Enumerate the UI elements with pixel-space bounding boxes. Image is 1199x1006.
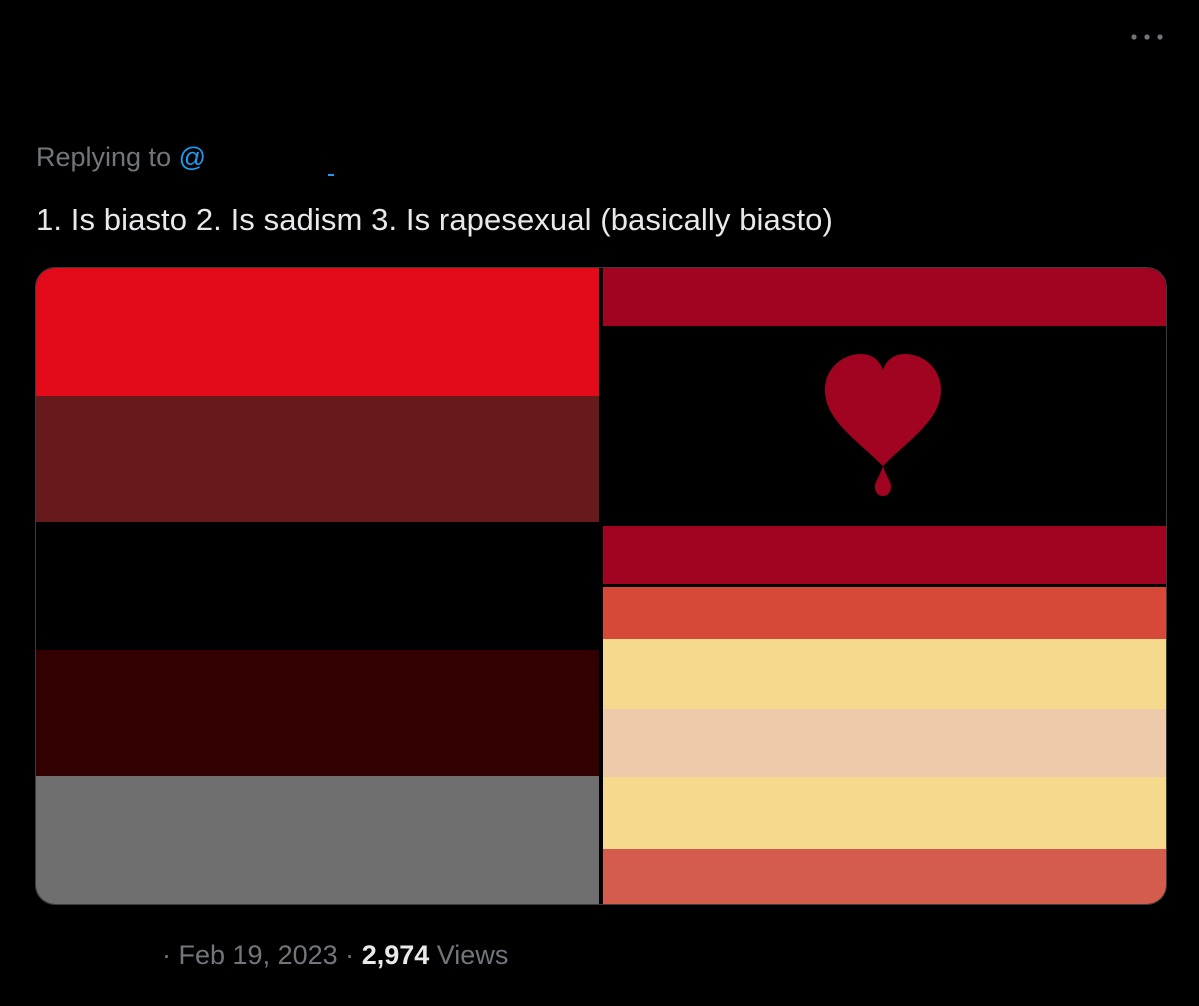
dot-separator: ·	[345, 940, 355, 970]
tweet-text: 1. Is biasto 2. Is sadism 3. Is rapesexu…	[36, 202, 833, 237]
views-label: Views	[436, 940, 509, 970]
flag-stripe	[603, 709, 1166, 777]
flag-stripe	[603, 639, 1166, 709]
tweet-meta: · Feb 19, 2023 · 2,974 Views	[162, 940, 508, 971]
more-horizontal-icon	[1131, 34, 1163, 40]
mention-link[interactable]: @	[178, 142, 207, 172]
flag-stripe	[36, 396, 599, 522]
tweet-date[interactable]: Feb 19, 2023	[178, 940, 338, 970]
views-count[interactable]: 2,974	[361, 940, 430, 970]
left-flag-image[interactable]	[36, 268, 599, 904]
flag-stripe	[603, 526, 1166, 584]
media-grid	[35, 267, 1167, 905]
replying-to-label: Replying to	[36, 142, 172, 172]
flag-stripe	[36, 522, 599, 650]
striped-flag-image[interactable]	[603, 587, 1166, 904]
flag-stripe	[603, 268, 1166, 326]
more-options-button[interactable]	[1127, 22, 1167, 52]
flag-stripe	[36, 776, 599, 904]
replying-to: Replying to @	[36, 142, 206, 173]
dot-separator: ·	[162, 940, 171, 970]
flag-stripe	[603, 587, 1166, 639]
blood-heart-flag-image[interactable]	[603, 268, 1166, 584]
mention-fragment	[328, 174, 334, 176]
flag-stripe	[603, 777, 1166, 849]
flag-stripe	[36, 268, 599, 396]
flag-stripe	[36, 650, 599, 776]
bleeding-heart-icon	[825, 354, 941, 496]
flag-stripe	[603, 849, 1166, 904]
